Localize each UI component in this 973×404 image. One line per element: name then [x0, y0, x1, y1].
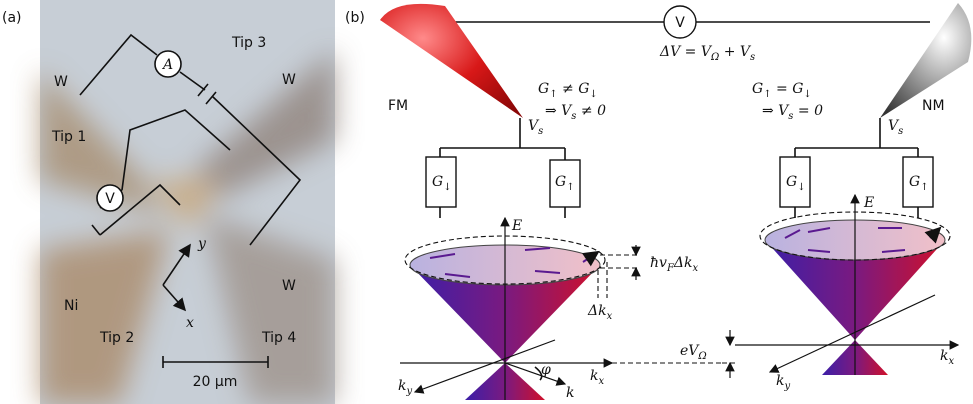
- subscript: ↓: [797, 182, 805, 193]
- panel-label: (a): [2, 10, 22, 26]
- text-part: ≠ 0: [576, 103, 606, 119]
- material-label: W: [54, 74, 68, 90]
- subscript: s: [750, 52, 755, 63]
- shape: [440, 118, 565, 218]
- formula: ΔV = VΩ + Vs: [659, 44, 755, 63]
- subscript: y: [405, 386, 412, 397]
- tip-label: NM: [922, 98, 945, 114]
- text-part: k: [398, 378, 406, 394]
- tip-label: Tip 1: [51, 129, 86, 145]
- subscript: y: [783, 381, 790, 392]
- text-part: ΔV = V: [659, 44, 713, 60]
- text-part: G: [752, 81, 763, 97]
- material-label: Ni: [64, 298, 78, 314]
- axis-label: ky: [776, 373, 790, 392]
- voltmeter-label: V: [675, 15, 685, 31]
- subscript: x: [948, 356, 954, 367]
- text-part: Δk: [587, 303, 607, 319]
- result: ⇒ Vs = 0: [762, 103, 823, 122]
- axis-label: y: [197, 236, 207, 252]
- subscript: ↑: [566, 182, 574, 193]
- condition: G↑ ≠ G↓: [538, 81, 598, 100]
- axis-label: E: [511, 218, 522, 234]
- text-part: G: [786, 174, 797, 190]
- subscript: ↑: [549, 89, 557, 100]
- subscript: x: [607, 311, 613, 322]
- text-part: G: [538, 81, 549, 97]
- panel-label: (b): [345, 10, 365, 26]
- tip-voltage: Vs: [888, 118, 903, 137]
- splitting-label: ħvFΔkx: [650, 255, 698, 274]
- condition: G↑ = G↓: [752, 81, 812, 100]
- subscript: x: [598, 376, 604, 387]
- text-part: = 0: [793, 103, 823, 119]
- resistor-network: [426, 118, 933, 218]
- subscript: s: [898, 126, 903, 137]
- axis-label: E: [863, 195, 874, 211]
- subscript: x: [692, 263, 698, 274]
- dirac-cone-nm: [722, 195, 958, 378]
- subscript: Ω: [697, 351, 706, 362]
- axis-label: ky: [398, 378, 412, 397]
- tip-label: Tip 4: [261, 330, 296, 346]
- material-label: W: [282, 278, 296, 294]
- subscript: ↓: [803, 89, 811, 100]
- tip-label: Tip 3: [231, 35, 266, 51]
- dirac-cone-fm: [400, 218, 722, 400]
- shift-label: Δkx: [587, 303, 613, 322]
- text-part: ⇒ V: [545, 103, 573, 119]
- text-part: ħv: [650, 255, 667, 271]
- scale-label: 20 μm: [193, 374, 238, 390]
- tip-label: FM: [388, 98, 408, 114]
- subscript: Ω: [710, 52, 719, 63]
- tip-voltage: Vs: [528, 118, 543, 137]
- text-part: G: [909, 174, 920, 190]
- subscript: ↑: [763, 89, 771, 100]
- subscript: s: [538, 126, 543, 137]
- figure: (a) Tip 3 W Tip 1 W Ni Tip 2 W Tip 4 A V…: [0, 0, 973, 404]
- subscript: ↓: [443, 182, 451, 193]
- text-part: ≠ G: [558, 81, 590, 97]
- potential-label: eVΩ: [680, 343, 707, 362]
- text-part: k: [776, 373, 784, 389]
- voltmeter-label: V: [105, 191, 115, 207]
- subscript: ↑: [920, 182, 928, 193]
- text-part: G: [555, 174, 566, 190]
- text-part: = G: [772, 81, 804, 97]
- text-part: G: [432, 174, 443, 190]
- result: ⇒ Vs ≠ 0: [545, 103, 606, 122]
- axis-label: x: [186, 315, 194, 331]
- text-part: + V: [719, 44, 752, 60]
- tip-label: Tip 2: [99, 330, 134, 346]
- subscript: ↓: [589, 89, 597, 100]
- vector-label: k: [566, 385, 574, 401]
- axis-label: kx: [590, 368, 604, 387]
- angle-label: φ: [541, 362, 551, 378]
- axis-label: kx: [940, 348, 954, 367]
- text-part: Δk: [673, 255, 693, 271]
- text-part: ⇒ V: [762, 103, 790, 119]
- text-part: eV: [680, 343, 700, 359]
- material-label: W: [282, 72, 296, 88]
- text-part: k: [590, 368, 598, 384]
- ammeter-label: A: [161, 57, 173, 73]
- text-part: k: [940, 348, 948, 364]
